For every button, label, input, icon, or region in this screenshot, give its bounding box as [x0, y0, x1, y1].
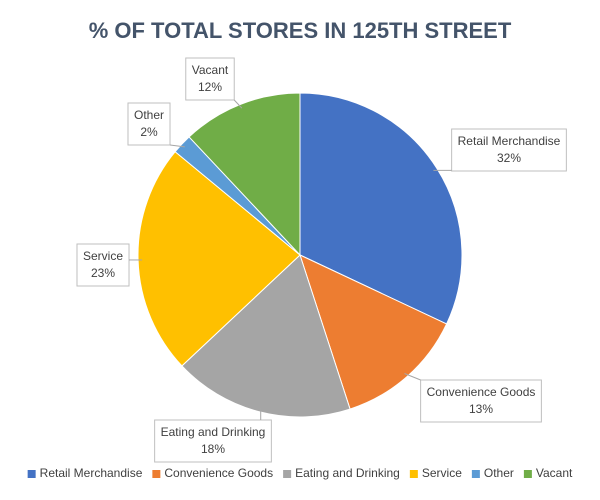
legend: Retail Merchandise Convenience Goods Eatin… — [27, 466, 573, 480]
leader-line — [404, 373, 421, 381]
data-label: 2% — [140, 125, 158, 139]
callout-box — [420, 379, 542, 423]
legend-label: Other — [484, 466, 514, 480]
data-callout: Retail Merchandise 32% — [451, 128, 567, 172]
legend-label: Eating and Drinking — [295, 466, 400, 480]
data-label-name: Convenience Goods — [427, 385, 536, 399]
data-label: 12% — [198, 80, 222, 94]
data-label-name: Retail Merchandise — [458, 134, 561, 148]
callout-box — [127, 102, 171, 146]
legend-swatch — [471, 470, 480, 478]
leader-line — [169, 144, 185, 148]
data-callout: Service 23% — [76, 243, 130, 287]
legend-swatch — [152, 470, 161, 478]
leader-line — [233, 99, 243, 109]
legend-label: Service — [422, 466, 462, 480]
data-label: 23% — [91, 266, 115, 280]
data-label: 32% — [497, 151, 521, 165]
legend-swatch — [409, 470, 418, 478]
data-label: 18% — [201, 442, 225, 456]
data-label-name: Other — [134, 108, 164, 122]
data-callout: Vacant 12% — [185, 57, 235, 101]
pie-slice — [299, 254, 448, 410]
legend-label: Convenience Goods — [164, 466, 273, 480]
data-label-name: Service — [83, 249, 123, 263]
legend-label: Vacant — [536, 466, 573, 480]
data-label-name: Vacant — [192, 63, 229, 77]
callout-box — [185, 57, 235, 101]
chart-title: % OF TOTAL STORES IN 125TH STREET — [89, 18, 512, 43]
legend-swatch — [523, 470, 532, 478]
data-callout: Eating and Drinking 18% — [154, 419, 272, 463]
data-label-name: Eating and Drinking — [161, 425, 266, 439]
pie-slice — [188, 92, 301, 257]
callout-box — [76, 243, 130, 287]
pie-slice — [299, 92, 463, 325]
data-callout: Convenience Goods 13% — [420, 379, 542, 423]
callout-box — [451, 128, 567, 172]
legend-swatch — [283, 470, 292, 478]
legend-label: Retail Merchandise — [40, 466, 143, 480]
pie-slice — [181, 254, 351, 418]
data-label: 13% — [469, 402, 493, 416]
callout-box — [154, 419, 272, 463]
data-callout: Other 2% — [127, 102, 171, 146]
legend-swatch — [27, 470, 36, 478]
